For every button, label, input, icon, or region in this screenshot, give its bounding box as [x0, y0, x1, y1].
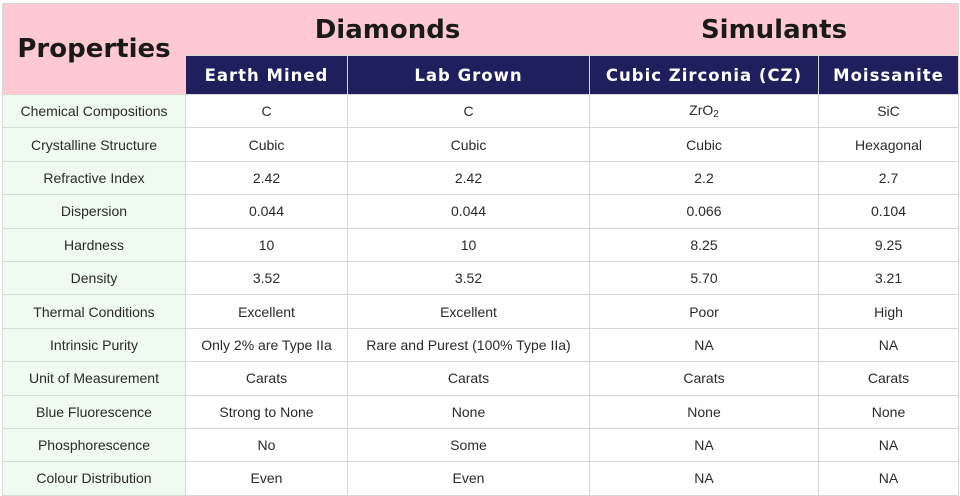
table-row: Blue Fluorescence Strong to None None No… — [2, 394, 959, 429]
column-header-row: Earth Mined Lab Grown Cubic Zirconia (CZ… — [3, 55, 959, 95]
cell-value: Hexagonal — [818, 127, 959, 162]
cell-value: 0.066 — [589, 194, 819, 229]
cell-value: 8.25 — [589, 227, 819, 262]
row-label: Refractive Index — [2, 160, 186, 196]
cell-value: NA — [818, 461, 959, 496]
table-row: Dispersion 0.044 0.044 0.066 0.104 — [2, 194, 959, 229]
cell-value: 2.42 — [185, 160, 348, 196]
cell-value: Cubic — [589, 127, 819, 162]
cell-value: Poor — [589, 294, 819, 329]
cell-value: 9.25 — [818, 227, 959, 262]
cell-value: High — [818, 294, 959, 329]
cell-value: SiC — [818, 93, 959, 129]
column-header-cubic-zirconia: Cubic Zirconia (CZ) — [589, 55, 819, 95]
column-header-moissanite: Moissanite — [818, 55, 959, 95]
row-label: Colour Distribution — [2, 461, 186, 496]
row-label: Intrinsic Purity — [2, 327, 186, 363]
table-row: Chemical Compositions C C ZrO2 SiC — [2, 93, 959, 129]
table-row: Hardness 10 10 8.25 9.25 — [2, 227, 959, 262]
cell-value: 3.52 — [185, 260, 348, 296]
cell-value: NA — [589, 327, 819, 363]
cell-value: 10 — [347, 227, 590, 262]
cell-value: Excellent — [185, 294, 348, 329]
cell-value: Carats — [589, 361, 819, 396]
cell-value: Carats — [347, 361, 590, 396]
cell-value: NA — [818, 427, 959, 463]
cell-value: Only 2% are Type IIa — [185, 327, 348, 363]
row-label: Thermal Conditions — [2, 294, 186, 329]
cell-value: Excellent — [347, 294, 590, 329]
row-label: Crystalline Structure — [2, 127, 186, 162]
cell-value: Rare and Purest (100% Type IIa) — [347, 327, 590, 363]
cell-value-zro2: ZrO2 — [589, 93, 819, 129]
cell-value: Some — [347, 427, 590, 463]
cell-value: Strong to None — [185, 394, 348, 429]
cell-value: Even — [185, 461, 348, 496]
cell-value: C — [347, 93, 590, 129]
table-row: Colour Distribution Even Even NA NA — [2, 461, 959, 496]
cell-value: 10 — [185, 227, 348, 262]
table-row: Crystalline Structure Cubic Cubic Cubic … — [2, 127, 959, 162]
cell-value: Carats — [818, 361, 959, 396]
cell-value: NA — [818, 327, 959, 363]
cell-value: None — [347, 394, 590, 429]
simulants-group-header: Simulants — [589, 3, 959, 56]
zro2-base: ZrO — [689, 102, 714, 119]
table-row: Intrinsic Purity Only 2% are Type IIa Ra… — [2, 327, 959, 363]
cell-value: 2.7 — [818, 160, 959, 196]
cell-value: 2.2 — [589, 160, 819, 196]
cell-value: 0.044 — [347, 194, 590, 229]
properties-header: Properties — [2, 3, 186, 95]
cell-value: C — [185, 93, 348, 129]
table-row: Refractive Index 2.42 2.42 2.2 2.7 — [2, 160, 959, 196]
table-row: Thermal Conditions Excellent Excellent P… — [2, 294, 959, 329]
diamonds-group-header: Diamonds — [185, 3, 590, 56]
cell-value: None — [818, 394, 959, 429]
cell-value: Carats — [185, 361, 348, 396]
row-label: Chemical Compositions — [2, 93, 186, 129]
row-label: Blue Fluorescence — [2, 394, 186, 429]
zro2-subscript: 2 — [713, 109, 719, 121]
group-header-row: Properties Diamonds Simulants — [2, 3, 959, 95]
cell-value: 0.104 — [818, 194, 959, 229]
cell-value: NA — [589, 427, 819, 463]
row-label: Hardness — [2, 227, 186, 262]
cell-value: No — [185, 427, 348, 463]
cell-value: 2.42 — [347, 160, 590, 196]
cell-value: 5.70 — [589, 260, 819, 296]
cell-value: Cubic — [185, 127, 348, 162]
column-header-earth-mined: Earth Mined — [185, 55, 348, 95]
cell-value: 3.52 — [347, 260, 590, 296]
comparison-table: Properties Diamonds Simulants Earth Mine… — [2, 3, 959, 496]
cell-value: 3.21 — [818, 260, 959, 296]
table-row: Phosphorescence No Some NA NA — [2, 427, 959, 463]
cell-value: 0.044 — [185, 194, 348, 229]
row-label: Phosphorescence — [2, 427, 186, 463]
column-header-lab-grown: Lab Grown — [347, 55, 590, 95]
row-label: Dispersion — [2, 194, 186, 229]
row-label: Density — [2, 260, 186, 296]
cell-value: Even — [347, 461, 590, 496]
cell-value: Cubic — [347, 127, 590, 162]
row-label: Unit of Measurement — [2, 361, 186, 396]
cell-value: NA — [589, 461, 819, 496]
cell-value: None — [589, 394, 819, 429]
table-row: Unit of Measurement Carats Carats Carats… — [2, 361, 959, 396]
table-row: Density 3.52 3.52 5.70 3.21 — [2, 260, 959, 296]
